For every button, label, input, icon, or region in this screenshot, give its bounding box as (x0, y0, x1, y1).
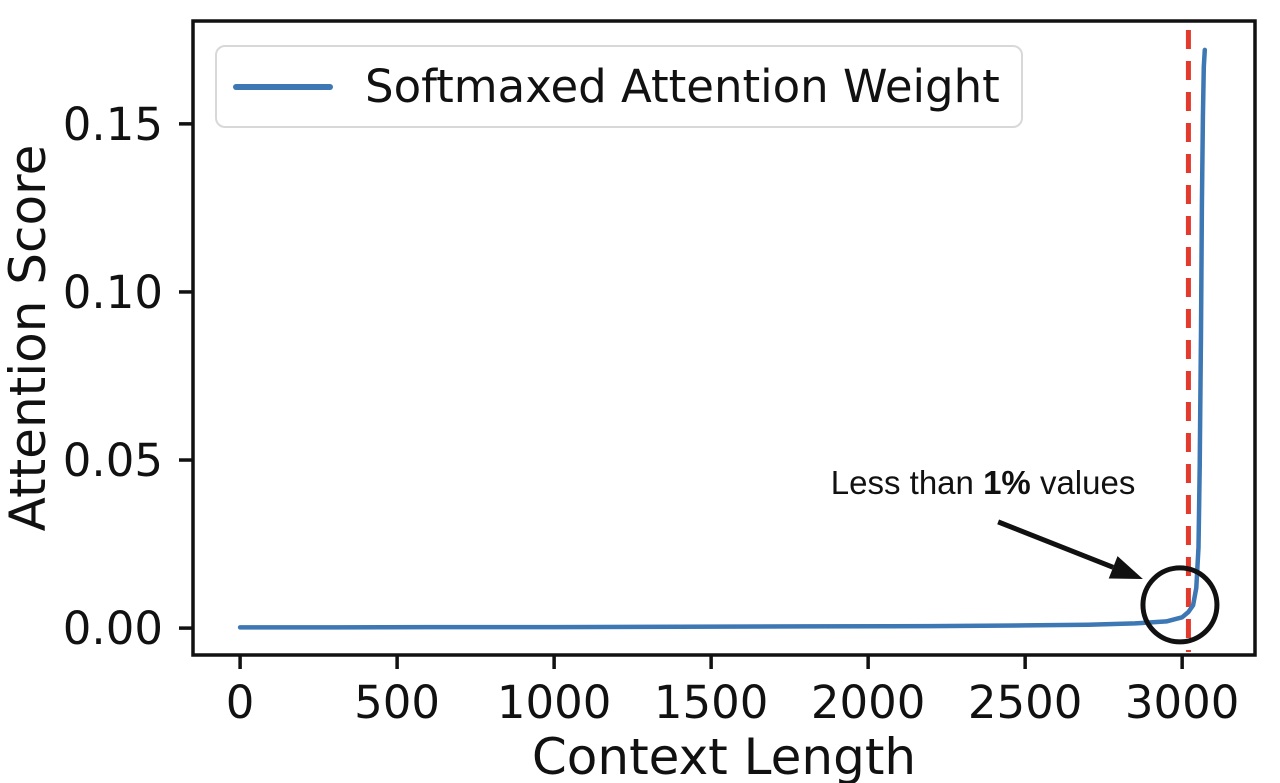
annotation-bold: 1% (983, 463, 1031, 501)
annotation-arrow-shaft (997, 519, 1115, 570)
y-tick-label: 0.10 (63, 266, 163, 319)
attention-curve (237, 47, 1208, 630)
y-tick-label: 0.00 (63, 602, 163, 655)
y-axis-label: Attention Score (0, 144, 57, 532)
annotation-prefix: Less than (830, 463, 984, 501)
annotation-arrowhead (1108, 556, 1143, 580)
highlight-circle (1140, 565, 1220, 645)
legend-label: Softmaxed Attention Weight (365, 60, 1000, 113)
y-tick-label: 0.15 (63, 98, 163, 151)
annotation-suffix: values (1030, 463, 1136, 501)
annotation-text: Less than 1% values (831, 464, 1136, 502)
axes-frame (191, 19, 1257, 657)
x-tick-label: 3000 (1125, 676, 1240, 729)
x-axis-label: Context Length (531, 728, 917, 783)
x-tick-label: 1000 (497, 676, 612, 729)
x-tick-label: 0 (226, 676, 255, 729)
x-tick-label: 1500 (654, 676, 769, 729)
x-tick-label: 2000 (811, 676, 926, 729)
x-tick-label: 2500 (968, 676, 1083, 729)
x-tick-label: 500 (354, 676, 440, 729)
legend-line-sample (233, 83, 333, 90)
legend: Softmaxed Attention Weight (215, 45, 1023, 128)
y-tick-label: 0.05 (63, 434, 163, 487)
